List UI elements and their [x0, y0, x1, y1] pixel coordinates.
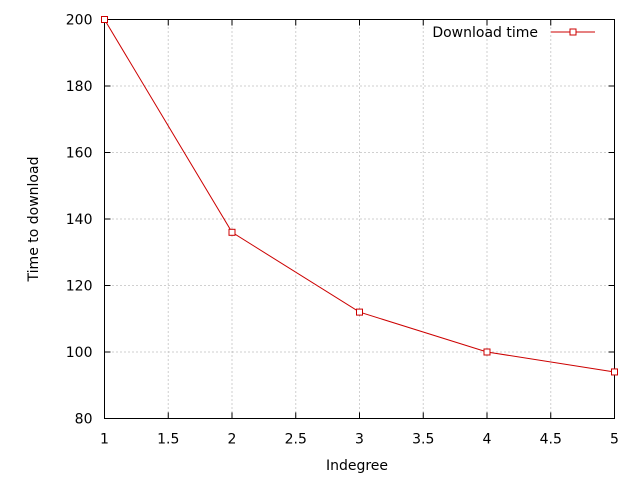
y-axis-title: Time to download: [26, 157, 42, 283]
x-tick-label: 2: [228, 432, 237, 448]
data-point: [611, 368, 618, 376]
data-point: [228, 228, 236, 236]
x-tick-label: 4.5: [540, 432, 562, 448]
data-point: [483, 348, 491, 356]
x-tick-label: 3: [355, 432, 364, 448]
legend-marker-sample: [569, 28, 577, 36]
y-tick-label: 120: [66, 279, 93, 295]
x-tick-label: 5: [610, 432, 619, 448]
y-tick-label: 100: [66, 345, 93, 361]
x-tick-label: 3.5: [412, 432, 434, 448]
y-tick-label: 160: [66, 146, 93, 162]
x-tick-label: 2.5: [285, 432, 307, 448]
y-tick-label: 180: [66, 79, 93, 95]
x-tick-label: 1.5: [157, 432, 179, 448]
y-tick-label: 140: [66, 212, 93, 228]
data-point: [101, 16, 108, 23]
y-tick-label: 80: [75, 412, 93, 428]
plot-frame: [104, 19, 615, 419]
legend: Download time: [432, 25, 595, 41]
data-point: [356, 308, 363, 316]
axis-ticks: 1 1.5 2 2.5 3 3.5 4 4.5 5 80 100 120 140 160 180 200: [66, 13, 619, 448]
x-tick-label: 4: [483, 432, 492, 448]
series-layer: [101, 16, 618, 376]
legend-label: Download time: [432, 25, 538, 41]
x-tick-label: 1: [100, 432, 109, 448]
grid: [104, 19, 615, 419]
x-axis-title: Indegree: [326, 458, 388, 474]
y-tick-label: 200: [66, 13, 93, 29]
